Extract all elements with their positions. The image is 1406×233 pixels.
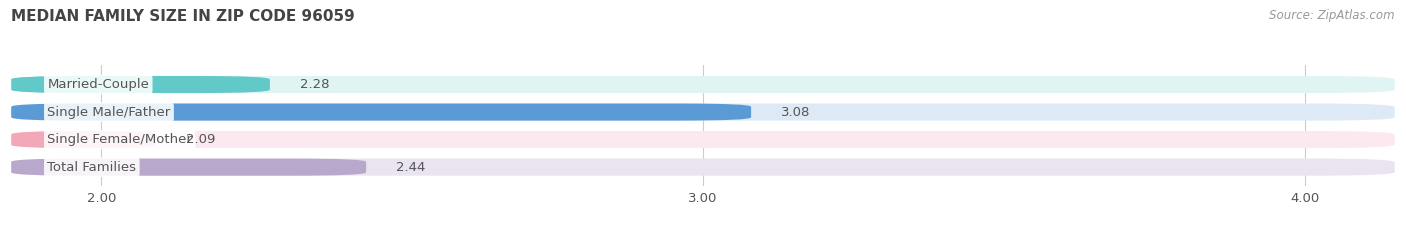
FancyBboxPatch shape	[11, 76, 1395, 93]
FancyBboxPatch shape	[11, 76, 270, 93]
Text: 3.08: 3.08	[782, 106, 811, 119]
Text: Single Female/Mother: Single Female/Mother	[48, 133, 193, 146]
FancyBboxPatch shape	[11, 159, 366, 176]
Text: Source: ZipAtlas.com: Source: ZipAtlas.com	[1270, 9, 1395, 22]
FancyBboxPatch shape	[11, 159, 1395, 176]
FancyBboxPatch shape	[11, 131, 156, 148]
Text: Total Families: Total Families	[48, 161, 136, 174]
FancyBboxPatch shape	[11, 103, 751, 121]
Text: 2.44: 2.44	[396, 161, 426, 174]
Text: 2.28: 2.28	[299, 78, 329, 91]
Text: 2.09: 2.09	[186, 133, 215, 146]
Text: Single Male/Father: Single Male/Father	[48, 106, 170, 119]
FancyBboxPatch shape	[11, 131, 1395, 148]
Text: Married-Couple: Married-Couple	[48, 78, 149, 91]
Text: MEDIAN FAMILY SIZE IN ZIP CODE 96059: MEDIAN FAMILY SIZE IN ZIP CODE 96059	[11, 9, 354, 24]
FancyBboxPatch shape	[11, 103, 1395, 121]
